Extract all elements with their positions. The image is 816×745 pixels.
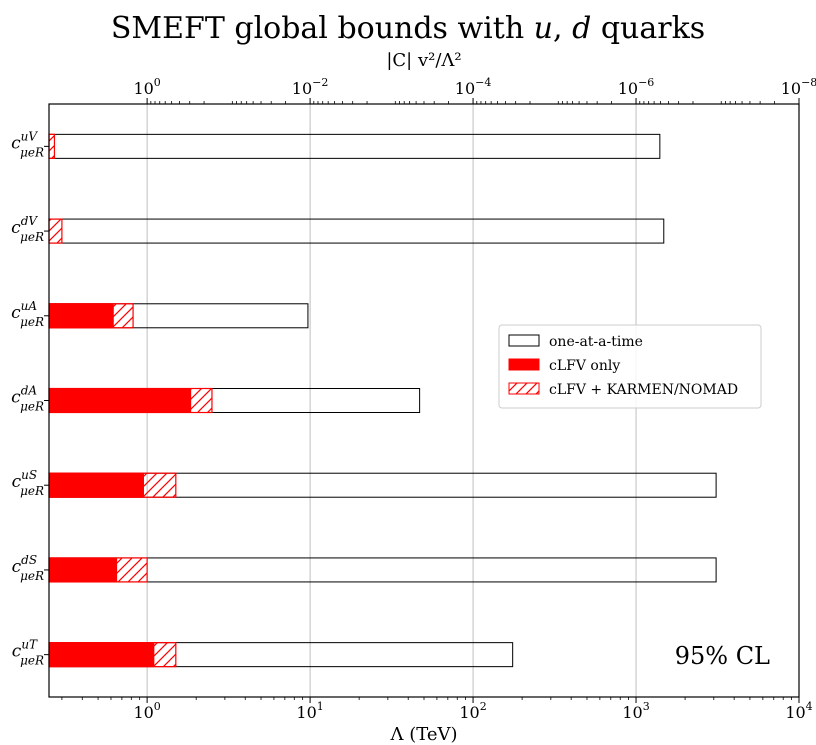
bar-one-at-a-time (48, 133, 661, 159)
x-tick-label: 102 (459, 700, 486, 722)
legend-swatch-hatched (508, 382, 540, 395)
category-label: cuS μeR (12, 468, 44, 498)
x2-tick-label: 10−8 (781, 76, 816, 98)
x2-axis-label: |C| v²/Λ² (386, 50, 461, 71)
bar-cLFV-KARMEN-NOMAD (48, 133, 56, 159)
legend-swatch-outline (508, 334, 540, 347)
chart-title: SMEFT global bounds with u, d quarks (111, 11, 705, 46)
confidence-level-annotation: 95% CL (675, 642, 770, 670)
x2-tick-label: 10−6 (618, 76, 655, 98)
legend: one-at-a-time cLFV only cLFV + KARMEN/NOMA… (498, 324, 762, 409)
legend-entry-label: cLFV + KARMEN/NOMAD (549, 382, 738, 398)
x-tick-label: 103 (622, 700, 649, 722)
category-label: cdA μeR (11, 384, 44, 414)
x-tick-label: 104 (785, 700, 812, 722)
bar-cLFV-only (48, 472, 144, 498)
bar-one-at-a-time (48, 218, 665, 244)
bar-cLFV-only (48, 303, 114, 329)
legend-entry-label: one-at-a-time (549, 334, 643, 350)
category-label: cuA μeR (11, 299, 44, 329)
bar-cLFV-only (48, 642, 155, 668)
x-axis-label: Λ (TeV) (389, 724, 457, 745)
x2-tick-label: 100 (133, 76, 160, 98)
bar-one-at-a-time (48, 557, 717, 583)
category-label: cuV μeR (11, 129, 44, 159)
legend-entry-label: cLFV only (549, 358, 620, 374)
bar-cLFV-only (48, 388, 192, 413)
category-label: cdV μeR (11, 214, 44, 244)
legend-box (498, 324, 762, 409)
bar-cLFV-only (48, 557, 118, 583)
x2-tick-label: 10−2 (292, 76, 329, 98)
labels: 100 101 102 103 104 100 10−2 10−4 10−6 10−8 cuV μeR… (11, 11, 816, 745)
bars (48, 133, 717, 668)
x-tick-label: 101 (296, 700, 323, 722)
category-label: cuT μeR (12, 638, 44, 668)
category-label: cdS μeR (12, 553, 44, 583)
x2-tick-label: 10−4 (455, 76, 492, 98)
bar-cLFV-KARMEN-NOMAD (48, 218, 63, 244)
ticks (44, 98, 800, 703)
x-tick-label: 100 (133, 700, 160, 722)
legend-swatch-filled (508, 358, 540, 371)
